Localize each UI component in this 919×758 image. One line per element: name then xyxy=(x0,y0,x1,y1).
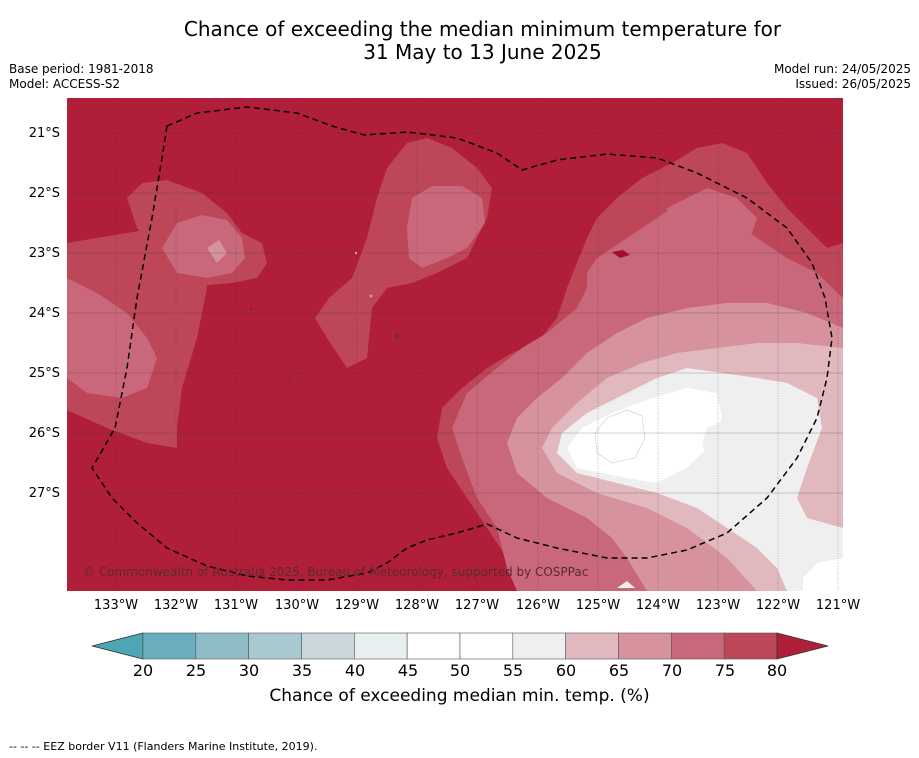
colorbar-segments xyxy=(142,632,778,660)
lat-label: 26°S xyxy=(28,426,60,441)
lat-label: 27°S xyxy=(28,486,60,501)
lon-label: 125°W xyxy=(575,598,621,613)
latitude-lines xyxy=(67,132,843,494)
lon-label: 121°W xyxy=(815,598,861,613)
colorbar-tick: 35 xyxy=(291,661,313,680)
colorbar-segment xyxy=(459,632,514,660)
meta-left: Base period: 1981-2018 Model: ACCESS-S2 xyxy=(9,62,154,92)
lon-label: 130°W xyxy=(274,598,320,613)
lon-label: 126°W xyxy=(515,598,561,613)
lon-label: 129°W xyxy=(334,598,380,613)
colorbar-segment xyxy=(512,632,566,660)
level-65-area xyxy=(207,240,227,263)
colorbar-tick: 65 xyxy=(608,661,630,680)
level-70-area xyxy=(407,186,485,268)
colorbar-under-arrow xyxy=(91,632,144,660)
eez-border xyxy=(91,106,833,581)
colorbar-label: Chance of exceeding median min. temp. (%… xyxy=(269,686,650,706)
colorbar-segment xyxy=(671,632,725,660)
model-text: Model: ACCESS-S2 xyxy=(9,77,121,91)
lon-label: 131°W xyxy=(213,598,259,613)
copyright-text: © Commonwealth of Australia 2025, Bureau… xyxy=(83,565,589,579)
colorbar-tick: 80 xyxy=(766,661,788,680)
lon-label: 133°W xyxy=(93,598,139,613)
lon-label: 132°W xyxy=(153,598,199,613)
level-50-area xyxy=(803,558,843,591)
colorbar-tick: 55 xyxy=(502,661,524,680)
colorbar xyxy=(90,630,830,666)
colorbar-tick: 40 xyxy=(344,661,366,680)
colorbar-tick: 25 xyxy=(185,661,207,680)
lat-label: 21°S xyxy=(28,126,60,141)
lat-label: 25°S xyxy=(28,366,60,381)
level-70-area xyxy=(162,215,245,278)
colorbar-graphic xyxy=(91,632,829,660)
lon-label: 122°W xyxy=(755,598,801,613)
lat-label: 22°S xyxy=(28,186,60,201)
colorbar-segment xyxy=(195,632,249,660)
level-55-area xyxy=(617,581,635,588)
colorbar-segment xyxy=(723,632,778,660)
colorbar-segment xyxy=(406,632,461,660)
island-marker xyxy=(612,250,630,258)
graticule xyxy=(115,98,839,591)
eez-footnote: -- -- -- EEZ border V11 (Flanders Marine… xyxy=(9,740,318,753)
lat-label: 23°S xyxy=(28,246,60,261)
colorbar-tick: 20 xyxy=(132,661,154,680)
island-marker xyxy=(289,377,291,379)
probability-map xyxy=(67,98,843,591)
island-marker xyxy=(250,308,252,310)
colorbar-segment xyxy=(618,632,672,660)
map-title: Chance of exceeding the median minimum t… xyxy=(0,18,919,64)
colorbar-segment xyxy=(301,632,355,660)
level-70-area xyxy=(67,278,157,398)
colorbar-segment xyxy=(248,632,302,660)
colorbar-segment xyxy=(142,632,197,660)
island-marker xyxy=(394,333,400,339)
lat-label: 24°S xyxy=(28,306,60,321)
colorbar-tick: 50 xyxy=(449,661,471,680)
colorbar-tick: 60 xyxy=(555,661,577,680)
issued-text: Issued: 26/05/2025 xyxy=(795,77,911,91)
model-run-text: Model run: 24/05/2025 xyxy=(773,62,911,76)
colorbar-segment xyxy=(354,632,408,660)
base-period-text: Base period: 1981-2018 xyxy=(9,62,154,76)
island-marker xyxy=(369,294,373,298)
title-line-1: Chance of exceeding the median minimum t… xyxy=(183,17,782,41)
meta-right: Model run: 24/05/2025 Issued: 26/05/2025 xyxy=(774,62,911,92)
title-line-2: 31 May to 13 June 2025 xyxy=(363,40,602,64)
level-70-area xyxy=(667,188,757,263)
colorbar-tick: 70 xyxy=(661,661,683,680)
island-marker xyxy=(355,252,357,254)
colorbar-tick: 75 xyxy=(714,661,736,680)
lon-label: 123°W xyxy=(695,598,741,613)
lon-label: 127°W xyxy=(454,598,500,613)
colorbar-tick: 30 xyxy=(238,661,260,680)
lon-label: 128°W xyxy=(394,598,440,613)
level-55-area xyxy=(702,413,782,463)
map-canvas xyxy=(67,98,843,591)
colorbar-tick: 45 xyxy=(397,661,419,680)
level-45-area xyxy=(594,409,646,464)
colorbar-over-arrow xyxy=(776,632,829,660)
lon-label: 124°W xyxy=(635,598,681,613)
colorbar-segment xyxy=(565,632,619,660)
